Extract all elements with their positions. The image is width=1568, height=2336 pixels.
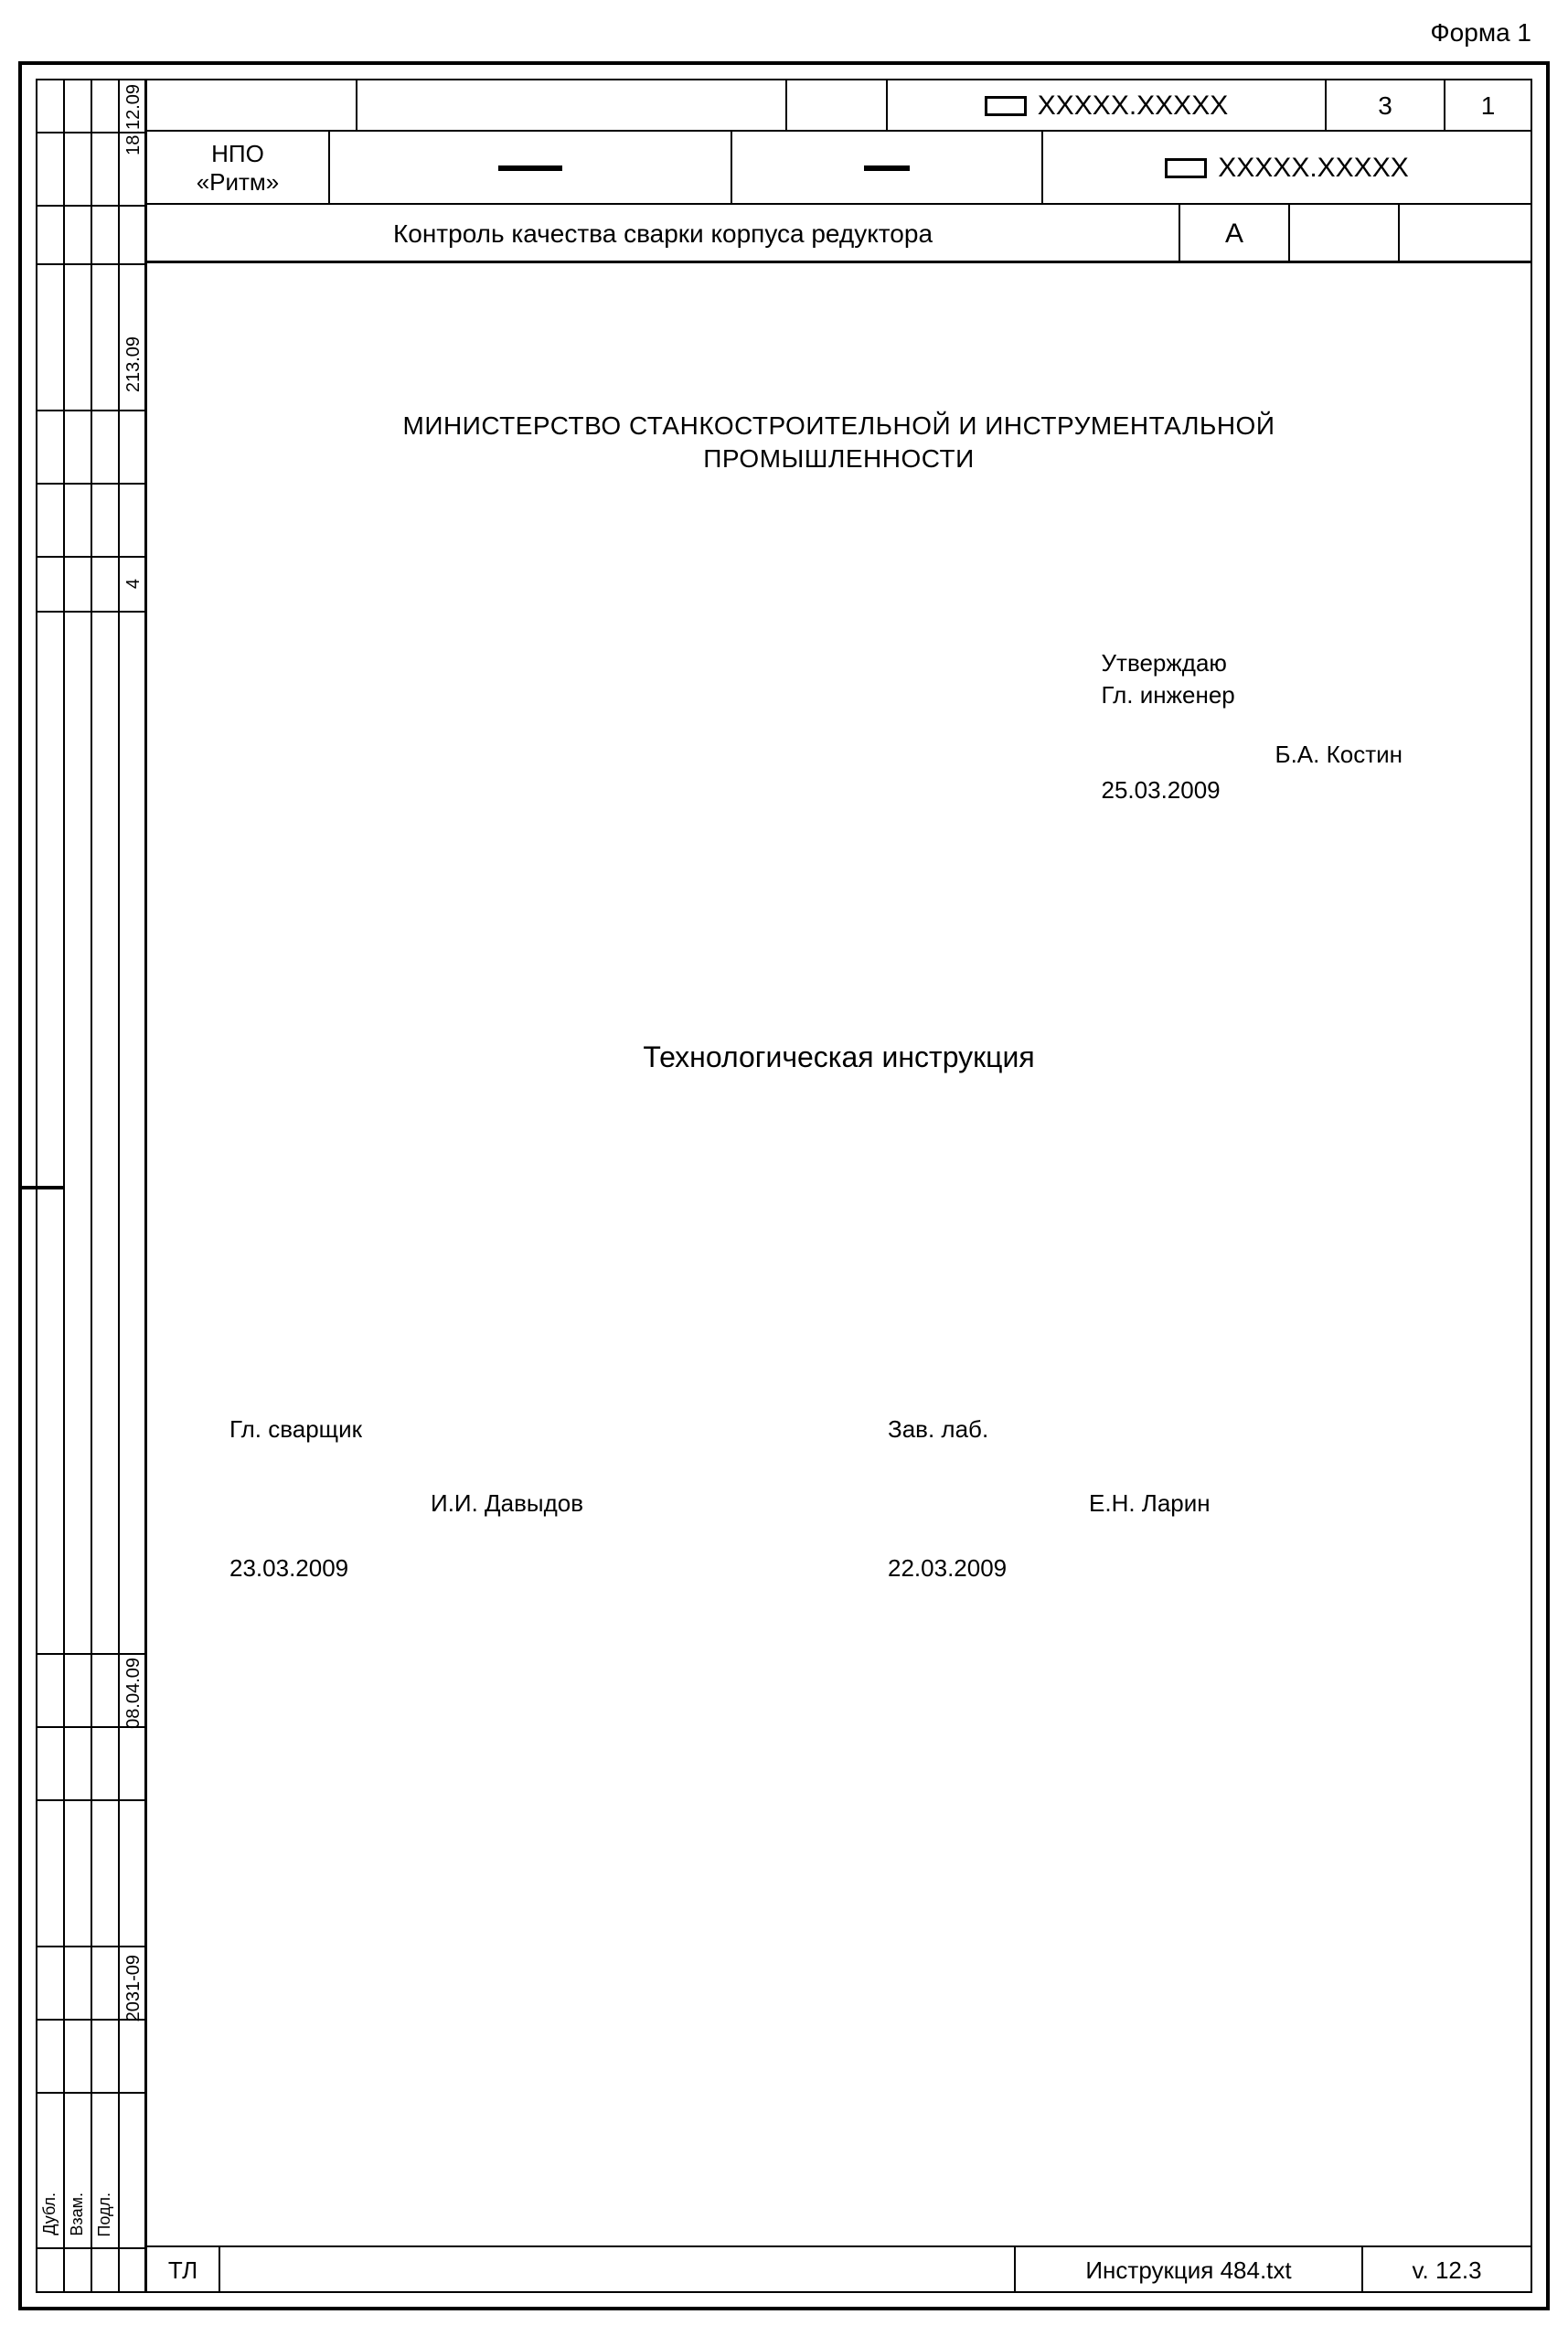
header-num-2: 1	[1445, 80, 1531, 132]
sidebar-date-top: 18.12.09	[123, 84, 144, 155]
sidebar-dubl: Дубл.	[40, 2192, 59, 2235]
doc-description: Контроль качества сварки корпуса редукто…	[147, 205, 1180, 263]
header-code-2-text: ХХХХХ.ХХХХХ	[1218, 153, 1408, 184]
org-name: НПО «Ритм»	[147, 132, 330, 205]
sidebar-vzam: Взам.	[68, 2192, 87, 2236]
sidebar-code-bottom: 2031-09	[123, 1955, 144, 2021]
sign-right: Зав. лаб. Е.Н. Ларин 22.03.2009	[888, 1415, 1436, 1583]
sidebar-date-bottom: 08.04.09	[123, 1658, 144, 1729]
header-code-1-text: ХХХХХ.ХХХХХ	[1038, 91, 1228, 122]
approve-date: 25.03.2009	[1102, 774, 1403, 806]
header-num-1: 3	[1327, 80, 1445, 132]
approve-word: Утверждаю	[1102, 647, 1403, 679]
header-code-1: ХХХХХ.ХХХХХ	[888, 80, 1327, 132]
sign-right-date: 22.03.2009	[888, 1554, 1436, 1583]
form-number-label: Форма 1	[18, 18, 1550, 48]
sign-left-date: 23.03.2009	[229, 1554, 778, 1583]
left-sidebar: 18.12.09 213.09 4 08.04.09 2031-09 Дубл.…	[37, 80, 147, 2291]
body-content: МИНИСТЕРСТВО СТАНКОСТРОИТЕЛЬНОЙ И ИНСТРУ…	[147, 263, 1531, 2245]
rect-icon	[1165, 158, 1207, 178]
footer-file: Инструкция 484.txt	[1016, 2247, 1363, 2293]
ministry-heading: МИНИСТЕРСТВО СТАНКОСТРОИТЕЛЬНОЙ И ИНСТРУ…	[202, 410, 1476, 476]
sign-right-role: Зав. лаб.	[888, 1415, 1436, 1444]
header-letter: А	[1180, 205, 1290, 263]
header-block: ХХХХХ.ХХХХХ 3 1 НПО «Ритм» ХХХХХ.ХХХХХ	[147, 80, 1531, 263]
sign-left: Гл. сварщик И.И. Давыдов 23.03.2009	[229, 1415, 778, 1583]
sign-right-name: Е.Н. Ларин	[1089, 1489, 1436, 1518]
approve-role: Гл. инженер	[1102, 679, 1403, 711]
rect-icon	[985, 96, 1027, 116]
sidebar-code-mid: 213.09	[123, 336, 144, 392]
sidebar-podl: Подл.	[95, 2192, 114, 2237]
approve-name: Б.А. Костин	[1275, 739, 1403, 771]
sign-left-name: И.И. Давыдов	[431, 1489, 778, 1518]
header-code-2: ХХХХХ.ХХХХХ	[1043, 132, 1531, 205]
footer-version: v. 12.3	[1363, 2247, 1531, 2293]
approval-block: Утверждаю Гл. инженер Б.А. Костин 25.03.…	[1102, 647, 1403, 806]
outer-frame: 18.12.09 213.09 4 08.04.09 2031-09 Дубл.…	[18, 61, 1550, 2310]
inner-frame: 18.12.09 213.09 4 08.04.09 2031-09 Дубл.…	[36, 79, 1532, 2293]
footer-tl: ТЛ	[147, 2247, 220, 2293]
footer-row: ТЛ Инструкция 484.txt v. 12.3	[147, 2245, 1531, 2291]
header-dash-2	[732, 132, 1043, 205]
document-title: Технологическая инструкция	[147, 1040, 1531, 1074]
sidebar-num: 4	[123, 579, 144, 589]
sign-left-role: Гл. сварщик	[229, 1415, 778, 1444]
header-dash-1	[330, 132, 732, 205]
main-area: ХХХХХ.ХХХХХ 3 1 НПО «Ритм» ХХХХХ.ХХХХХ	[147, 80, 1531, 2291]
